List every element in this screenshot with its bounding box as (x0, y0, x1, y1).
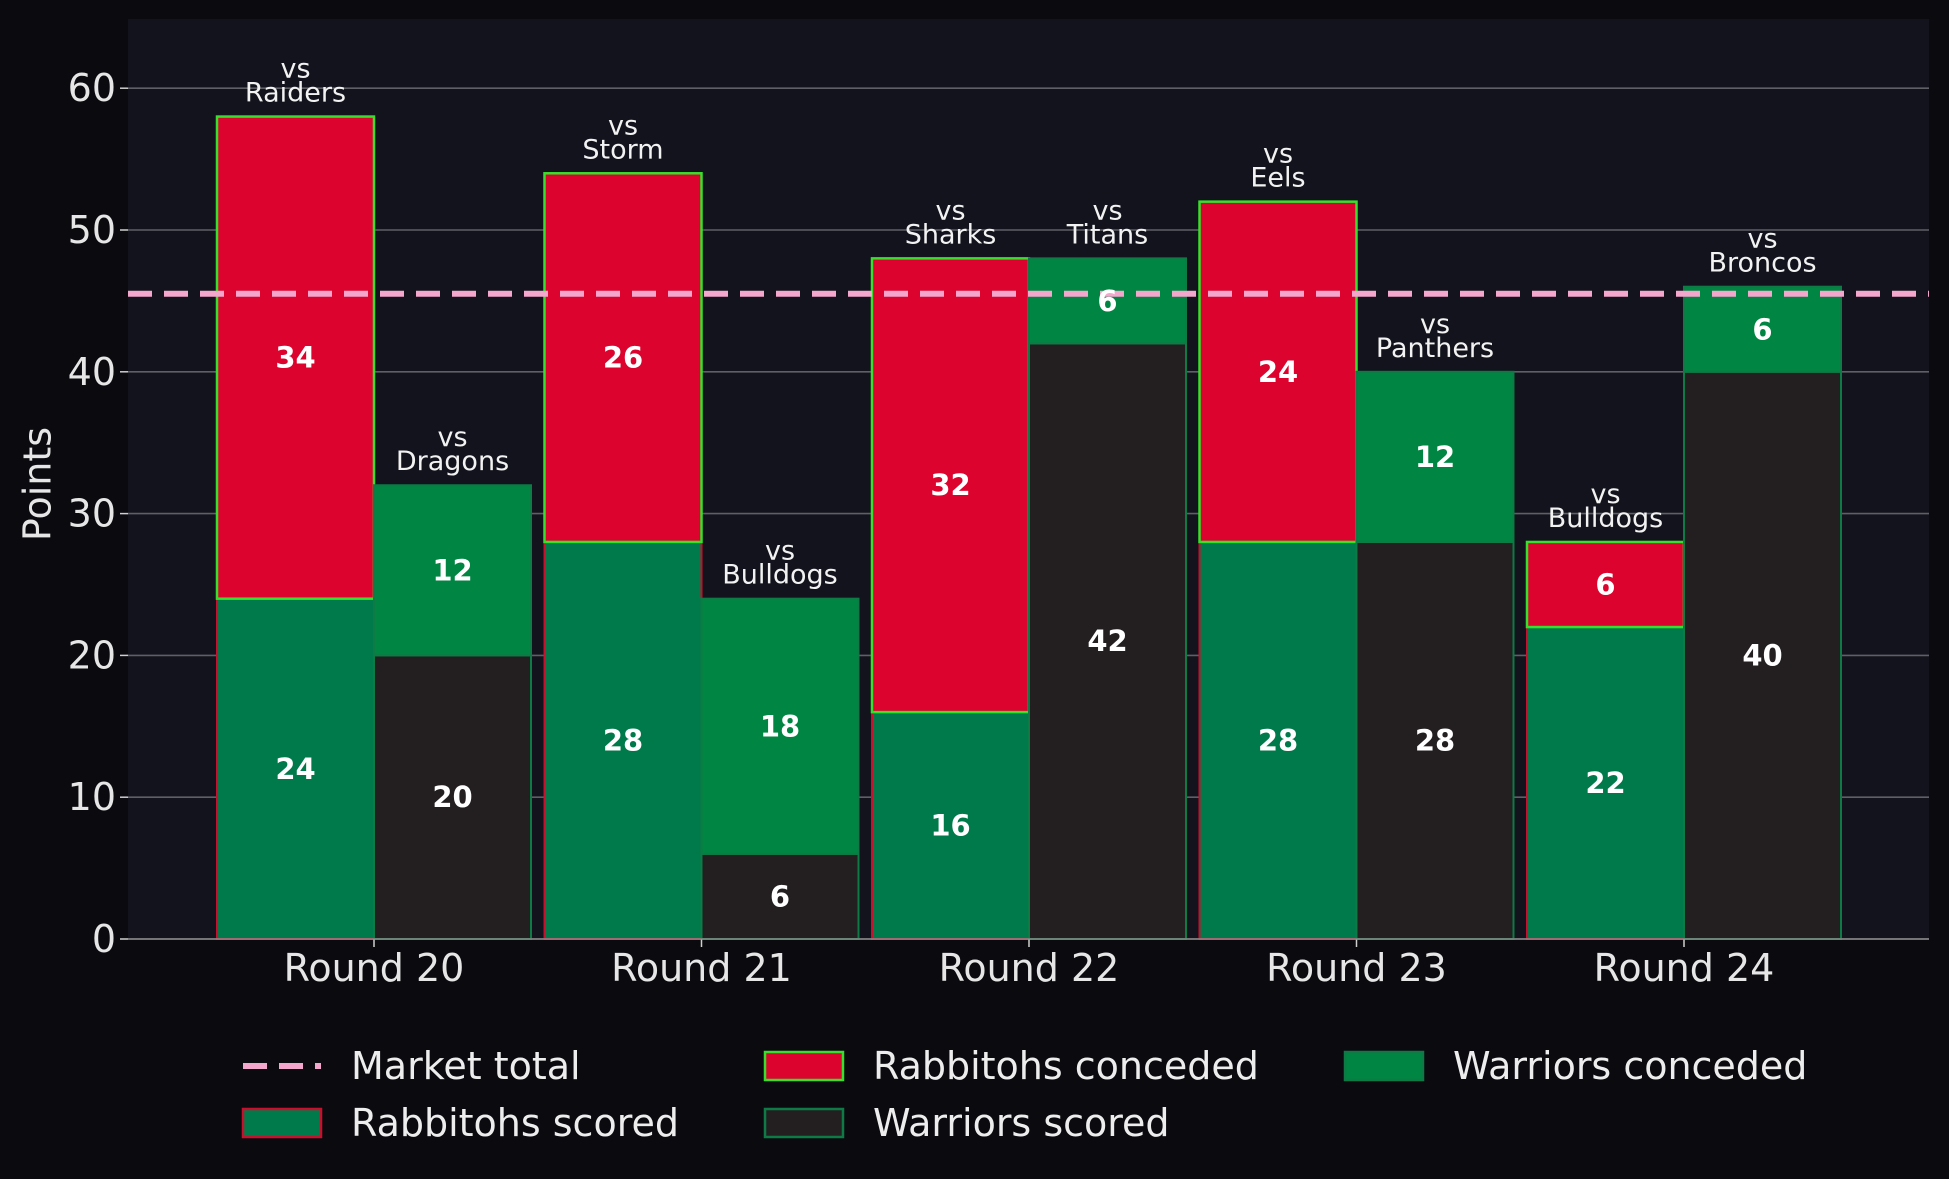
x-axis-ticks: Round 20 Round 21 Round 22 Round 23 Round 24 (128, 938, 1929, 990)
label-warriors-conceded: 12 (432, 553, 472, 587)
opponent-label-warriors: Titans (1066, 219, 1148, 250)
y-tick-label: 20 (68, 633, 116, 677)
label-warriors-scored: 6 (770, 879, 790, 913)
bar-rabbitohs-conceded (215, 115, 376, 600)
bar-warriors-scored (373, 654, 532, 941)
opponent-label-warriors: Bulldogs (722, 560, 838, 591)
bar-warriors-conceded (1683, 285, 1842, 373)
opponent-label-rabbitohs: Sharks (905, 219, 997, 250)
x-tick-label: Round 24 (1594, 946, 1775, 990)
legend-swatch-rab_scored (241, 1107, 323, 1139)
y-tick-label: 40 (68, 350, 116, 394)
opponent-label-warriors: Dragons (396, 446, 509, 477)
bar-warriors-scored (1355, 540, 1515, 941)
legend-label-war_scored: Warriors scored (873, 1101, 1170, 1145)
y-tick-label: 60 (68, 66, 116, 110)
opponent-label-warriors-prefix: vs (437, 422, 467, 453)
bar-rabbitohs-conceded (1525, 540, 1686, 629)
bar-rabbitohs-scored (1526, 626, 1685, 940)
opponent-label-rabbitohs-prefix: vs (1590, 479, 1620, 510)
bar-rabbitohs-conceded (543, 172, 703, 544)
y-axis-ticks: 0 10 20 30 40 50 60 (68, 66, 128, 961)
opponent-label-rabbitohs-prefix: vs (1263, 139, 1293, 170)
label-rabbitohs-conceded: 34 (275, 341, 315, 375)
label-rabbitohs-scored: 28 (1258, 723, 1298, 757)
label-rabbitohs-scored: 22 (1585, 766, 1625, 800)
opponent-label-warriors-prefix: vs (1420, 309, 1450, 340)
label-rabbitohs-conceded: 26 (603, 341, 643, 375)
data-labels: 24342012vsRaidersvsDragons2826618vsStorm… (245, 54, 1817, 914)
opponent-label-warriors-prefix: vs (1747, 224, 1777, 255)
opponent-label-warriors-prefix: vs (1092, 195, 1122, 226)
opponent-label-rabbitohs: Storm (582, 134, 663, 165)
opponent-label-rabbitohs: Raiders (245, 78, 346, 109)
legend-label-rab_scored: Rabbitohs scored (351, 1101, 679, 1145)
opponent-label-rabbitohs: Eels (1250, 163, 1305, 194)
bar-warriors-conceded (373, 484, 532, 657)
bar-rabbitohs-scored (1198, 540, 1358, 941)
opponent-label-warriors: Panthers (1376, 333, 1494, 364)
opponent-label-warriors-prefix: vs (765, 536, 795, 567)
y-tick-label: 30 (68, 492, 116, 536)
legend-label-war_conceded: Warriors conceded (1453, 1044, 1807, 1088)
bars (215, 115, 1842, 941)
label-rabbitohs-scored: 24 (275, 752, 315, 786)
label-warriors-scored: 28 (1415, 723, 1455, 757)
label-rabbitohs-conceded: 32 (930, 468, 970, 502)
bar-warriors-conceded (1355, 370, 1515, 543)
opponent-label-rabbitohs-prefix: vs (608, 110, 638, 141)
bar-warriors-conceded (1028, 257, 1187, 345)
legend-swatch-war_conceded (1343, 1050, 1425, 1082)
label-warriors-conceded: 18 (760, 709, 800, 743)
x-tick-label: Round 22 (939, 946, 1120, 990)
legend-swatch-war_scored (763, 1107, 845, 1139)
label-warriors-scored: 20 (432, 780, 472, 814)
label-warriors-conceded: 12 (1415, 440, 1455, 474)
opponent-label-rabbitohs-prefix: vs (280, 54, 310, 85)
bar-rabbitohs-scored (543, 540, 703, 941)
label-warriors-scored: 42 (1087, 624, 1127, 658)
bar-rabbitohs-conceded (1198, 200, 1358, 544)
opponent-label-warriors: Broncos (1708, 248, 1816, 279)
x-tick-label: Round 21 (611, 946, 792, 990)
x-tick-label: Round 23 (1266, 946, 1447, 990)
legend: Market total Rabbitohs scored Rabbitohs co… (241, 1044, 1807, 1145)
legend-label-rab_conceded: Rabbitohs conceded (873, 1044, 1259, 1088)
label-warriors-conceded: 6 (1752, 312, 1772, 346)
opponent-label-rabbitohs-prefix: vs (935, 195, 965, 226)
y-axis-label: Points (16, 427, 60, 541)
y-tick-label: 0 (92, 917, 116, 961)
bar-rabbitohs-scored (871, 711, 1030, 940)
opponent-label-rabbitohs: Bulldogs (1548, 503, 1664, 534)
label-rabbitohs-scored: 28 (603, 723, 643, 757)
x-tick-label: Round 20 (284, 946, 465, 990)
label-warriors-conceded: 6 (1097, 284, 1117, 318)
label-rabbitohs-conceded: 6 (1595, 568, 1615, 602)
label-warriors-scored: 40 (1742, 638, 1782, 672)
legend-label-market: Market total (351, 1044, 581, 1088)
bar-warriors-conceded (700, 597, 860, 855)
bar-rabbitohs-conceded (870, 257, 1031, 714)
label-rabbitohs-conceded: 24 (1258, 355, 1298, 389)
label-rabbitohs-scored: 16 (930, 809, 970, 843)
legend-swatch-rab_conceded (763, 1050, 845, 1082)
y-tick-label: 10 (68, 775, 116, 819)
bar-rabbitohs-scored (216, 597, 375, 940)
y-tick-label: 50 (68, 208, 116, 252)
bar-warriors-scored (700, 852, 860, 940)
